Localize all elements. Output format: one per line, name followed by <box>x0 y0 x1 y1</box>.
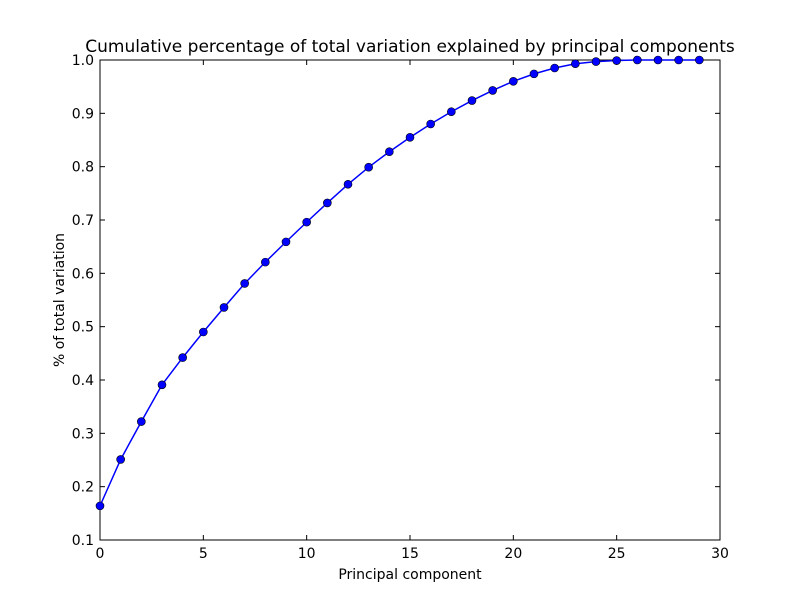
x-tick-label: 10 <box>298 546 316 562</box>
data-point <box>219 303 229 312</box>
data-point <box>633 55 642 65</box>
data-point <box>116 455 125 464</box>
data-point <box>364 162 373 172</box>
y-axis-label: % of total variation <box>52 233 68 367</box>
x-tick-label: 20 <box>504 546 522 562</box>
y-tick-label: 0.6 <box>72 266 94 282</box>
plot-frame <box>99 59 721 541</box>
chart-title: Cumulative percentage of total variation… <box>85 37 735 57</box>
y-tick-label: 0.2 <box>72 480 94 496</box>
data-point <box>695 55 704 65</box>
data-point <box>157 380 167 390</box>
y-tick-label: 0.7 <box>72 213 94 229</box>
y-tick-label: 0.1 <box>72 533 94 549</box>
data-point <box>674 55 683 65</box>
data-point <box>612 56 621 65</box>
data-point <box>302 217 311 227</box>
data-point <box>261 257 270 267</box>
data-point <box>323 198 332 208</box>
x-tick-label: 5 <box>199 546 208 562</box>
x-tick-label: 30 <box>711 546 729 562</box>
series-layer <box>95 55 704 511</box>
data-point <box>550 63 559 73</box>
data-point <box>447 107 456 117</box>
data-point <box>571 59 580 69</box>
data-point <box>385 147 394 157</box>
y-tick-label: 0.3 <box>72 426 94 442</box>
y-tick-label: 0.9 <box>72 106 94 122</box>
data-point <box>591 57 601 66</box>
y-tick-label: 0.8 <box>72 160 94 176</box>
plot-area <box>99 59 721 541</box>
x-tick-label: 0 <box>96 546 105 562</box>
data-point <box>467 96 477 105</box>
data-point <box>529 69 539 79</box>
x-axis: 0 5 10 15 20 25 30 <box>96 60 729 562</box>
x-tick-label: 25 <box>608 546 626 562</box>
data-point <box>488 86 497 95</box>
data-point <box>509 77 518 86</box>
data-point <box>426 119 435 129</box>
data-point <box>240 279 249 288</box>
y-axis: 0.1 0.2 0.3 0.4 0.5 0.6 0.7 0.8 0.9 1.0 <box>72 53 720 549</box>
data-point <box>178 353 187 362</box>
y-tick-label: 1.0 <box>72 53 94 69</box>
data-point <box>137 417 146 426</box>
data-point <box>405 133 415 142</box>
data-point <box>653 55 663 65</box>
y-tick-label: 0.4 <box>72 373 94 389</box>
data-point <box>343 179 353 189</box>
data-point <box>281 237 291 247</box>
y-tick-label: 0.5 <box>72 320 94 336</box>
x-axis-label: Principal component <box>338 567 482 583</box>
data-point <box>199 327 208 337</box>
x-tick-label: 15 <box>401 546 419 562</box>
data-point <box>95 501 105 511</box>
